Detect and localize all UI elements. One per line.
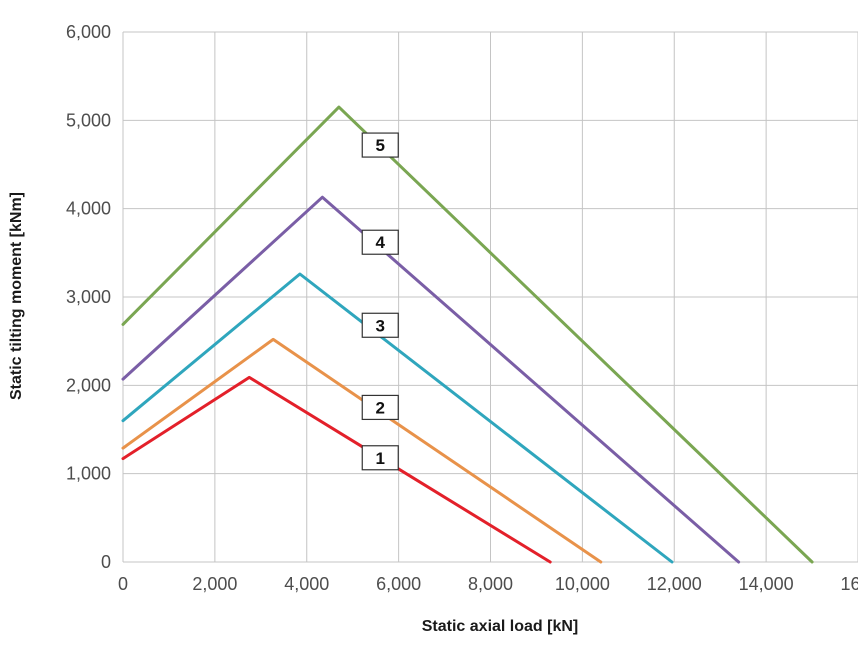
y-tick-label: 4,000: [66, 199, 111, 219]
x-tick-label: 4,000: [284, 574, 329, 594]
y-tick-label: 3,000: [66, 287, 111, 307]
series-label-text: 3: [376, 316, 385, 335]
y-tick-label: 1,000: [66, 464, 111, 484]
series-label-4: 4: [361, 229, 399, 255]
series-label-box: [361, 445, 399, 471]
series-labels: 1 2 3 4 5: [361, 132, 399, 471]
series-label-text: 2: [376, 398, 385, 417]
series-line-1: [121, 375, 552, 564]
series-label-5: 5: [361, 132, 399, 158]
series-label-box: [361, 394, 399, 421]
series-label-2: 2: [361, 394, 399, 421]
series-line-3: [121, 272, 674, 564]
x-tick-label: 12,000: [647, 574, 702, 594]
series-label-box: [361, 132, 399, 158]
x-tick-label: 10,000: [555, 574, 610, 594]
series-label-text: 4: [376, 233, 386, 252]
tick-labels: 0 2,000 4,000 6,000 8,000 10,000 12,000 14,000 1…: [66, 22, 858, 594]
x-tick-label: 16,0: [840, 574, 858, 594]
series-label-3: 3: [361, 312, 399, 338]
y-tick-label: 6,000: [66, 22, 111, 42]
series-line-4: [121, 195, 741, 564]
y-tick-label: 2,000: [66, 375, 111, 395]
y-axis-label: Static tilting moment [kNm]: [8, 192, 25, 400]
series-label-text: 5: [376, 136, 385, 155]
y-tick-label: 5,000: [66, 110, 111, 130]
series-label-1: 1: [361, 445, 399, 471]
series-line-2: [121, 337, 603, 564]
series-line-5: [121, 105, 814, 564]
series-label-text: 1: [376, 449, 385, 468]
x-tick-label: 0: [118, 574, 128, 594]
x-tick-label: 14,000: [739, 574, 794, 594]
x-tick-label: 6,000: [376, 574, 421, 594]
x-tick-label: 8,000: [468, 574, 513, 594]
grid: [122, 31, 858, 563]
x-tick-label: 2,000: [192, 574, 237, 594]
series-lines: [121, 105, 814, 564]
y-tick-label: 0: [101, 552, 111, 572]
series-label-box: [361, 312, 399, 338]
series-label-box: [361, 229, 399, 255]
x-axis-label: Static axial load [kN]: [422, 618, 579, 635]
